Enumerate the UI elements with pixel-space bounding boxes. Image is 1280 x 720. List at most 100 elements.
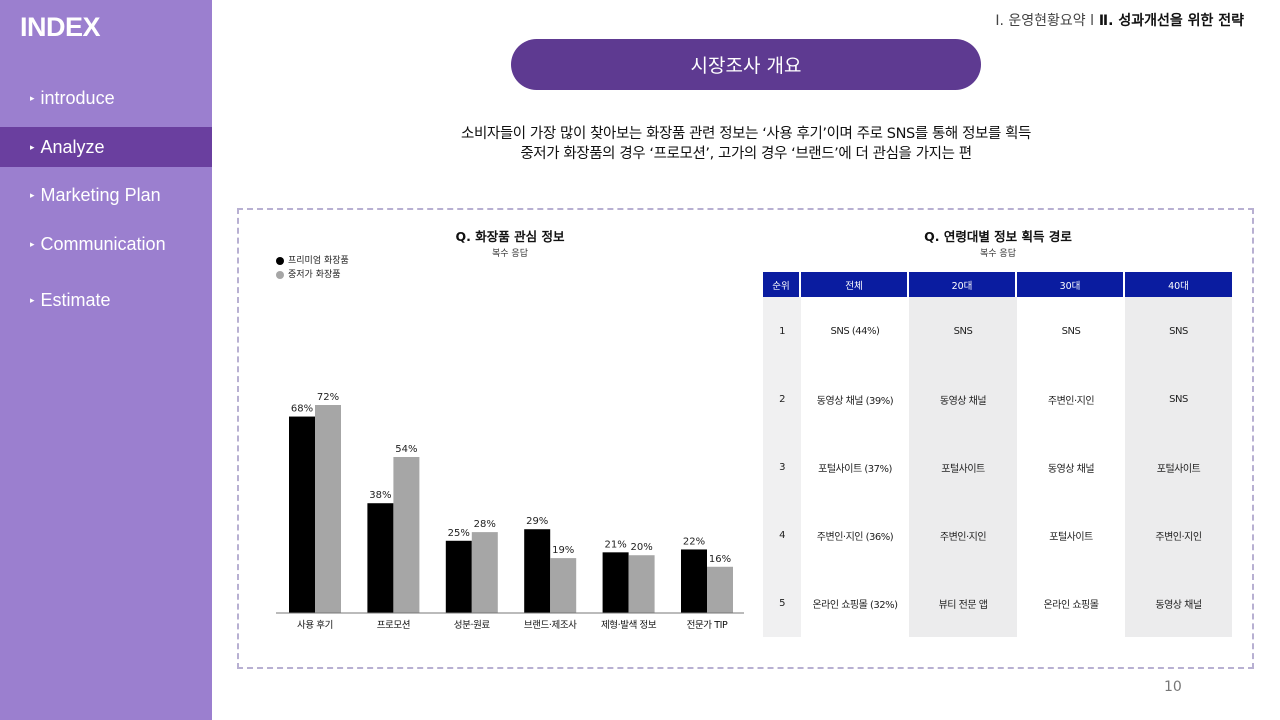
legend-marker-midrange <box>276 271 284 279</box>
header-20s: 20대 <box>909 272 1017 297</box>
data-label: 29% <box>526 516 548 527</box>
cell-40s: SNS <box>1125 297 1232 365</box>
bar <box>315 405 341 613</box>
header-30s: 30대 <box>1017 272 1125 297</box>
table-row: 2 동영상 채널 (39%) 동영상 채널 주변인·지인 SNS <box>763 365 1232 433</box>
x-tick-label: 성분·원료 <box>454 620 491 631</box>
nav-arrow-icon: ▸ <box>30 189 35 200</box>
nav-item-communication[interactable]: ▸ Communication <box>0 224 212 264</box>
data-label: 16% <box>709 554 731 565</box>
bar <box>524 529 551 613</box>
data-label: 19% <box>552 545 574 556</box>
data-label: 68% <box>291 404 313 415</box>
cell-20s: 주변인·지인 <box>909 501 1017 569</box>
x-tick-label: 브랜드·제조사 <box>524 620 577 631</box>
data-label: 72% <box>317 392 339 403</box>
breadcrumb-section-2[interactable]: Ⅱ. 성과개선을 위한 전략 <box>1094 13 1244 29</box>
summary-line-2: 중저가 화장품의 경우 ‘프로모션’, 고가의 경우 ‘브랜드’에 더 관심을 … <box>520 146 972 162</box>
summary-line-1: 소비자들이 가장 많이 찾아보는 화장품 관련 정보는 ‘사용 후기’이며 주로… <box>461 126 1031 142</box>
legend-item-midrange: 중저가 화장품 <box>276 268 349 282</box>
cell-total: 주변인·지인 (36%) <box>801 501 909 569</box>
x-tick-label: 제형·발색 정보 <box>601 620 657 631</box>
table-title: Q. 연령대별 정보 획득 경로 <box>924 229 1072 244</box>
cell-20s: 포털사이트 <box>909 433 1017 501</box>
chart-subtitle: 복수 응답 <box>492 249 528 259</box>
cell-total: 온라인 쇼핑몰 (32%) <box>801 569 909 637</box>
cell-rank: 4 <box>763 501 801 569</box>
bar-chart: 68% 72% 사용 후기 38% 54% 프로모션 25% 28% 성분·원료 29% 19% 브랜… <box>276 392 744 631</box>
cell-total: 포털사이트 (37%) <box>801 433 909 501</box>
cell-rank: 5 <box>763 569 801 637</box>
table-row: 1 SNS (44%) SNS SNS SNS <box>763 297 1232 365</box>
data-label: 20% <box>630 542 652 553</box>
cell-30s: 동영상 채널 <box>1017 433 1125 501</box>
bar <box>602 552 629 613</box>
cell-40s: 포털사이트 <box>1125 433 1232 501</box>
bar <box>628 555 655 613</box>
route-table-wrap: 순위 전체 20대 30대 40대 1 SNS (44%) SNS SNS SN… <box>763 272 1232 637</box>
breadcrumb-separator: l <box>1090 13 1095 29</box>
header-rank: 순위 <box>763 272 801 297</box>
bar <box>707 566 733 613</box>
cell-20s: SNS <box>909 297 1017 365</box>
cell-40s: 주변인·지인 <box>1125 501 1232 569</box>
x-tick-label: 전문가 TIP <box>687 620 728 631</box>
nav-label: Analyze <box>40 136 105 157</box>
nav-item-introduce[interactable]: ▸ introduce <box>0 78 212 118</box>
cell-40s: 동영상 채널 <box>1125 569 1232 637</box>
cell-30s: 포털사이트 <box>1017 501 1125 569</box>
nav-label: Marketing Plan <box>40 184 161 205</box>
nav-label: introduce <box>40 87 115 108</box>
nav-item-analyze[interactable]: ▸ Analyze <box>0 127 212 167</box>
table-row: 4 주변인·지인 (36%) 주변인·지인 포털사이트 주변인·지인 <box>763 501 1232 569</box>
cell-total: SNS (44%) <box>801 297 909 365</box>
legend-label: 중저가 화장품 <box>288 270 341 280</box>
nav-label: Communication <box>40 233 166 254</box>
nav-item-marketing-plan[interactable]: ▸ Marketing Plan <box>0 175 212 215</box>
cell-rank: 1 <box>763 297 801 365</box>
nav-arrow-icon: ▸ <box>30 238 35 249</box>
page-title-text: 시장조사 개요 <box>690 55 802 77</box>
legend-item-premium: 프리미엄 화장품 <box>276 254 349 268</box>
nav-arrow-icon: ▸ <box>30 141 35 152</box>
chart-legend: 프리미엄 화장품 중저가 화장품 <box>276 254 349 282</box>
route-table: 순위 전체 20대 30대 40대 1 SNS (44%) SNS SNS SN… <box>763 272 1232 637</box>
data-label: 25% <box>448 528 470 539</box>
nav-arrow-icon: ▸ <box>30 294 35 305</box>
breadcrumb-section-1[interactable]: Ⅰ. 운영현황요약 <box>995 13 1091 29</box>
nav-item-estimate[interactable]: ▸ Estimate <box>0 280 212 320</box>
content-panel <box>237 208 1254 669</box>
bar <box>471 532 498 613</box>
cell-40s: SNS <box>1125 365 1232 433</box>
cell-rank: 2 <box>763 365 801 433</box>
sidebar: INDEX ▸ introduce ▸ Analyze ▸ Marketing … <box>0 0 212 720</box>
legend-label: 프리미엄 화장품 <box>288 256 349 266</box>
summary-text: 소비자들이 가장 많이 찾아보는 화장품 관련 정보는 ‘사용 후기’이며 주로… <box>380 124 1112 164</box>
cell-20s: 동영상 채널 <box>909 365 1017 433</box>
cell-30s: 주변인·지인 <box>1017 365 1125 433</box>
data-label: 28% <box>474 519 496 530</box>
bar <box>289 416 315 613</box>
nav-label: Estimate <box>40 289 111 310</box>
chart-title: Q. 화장품 관심 정보 <box>455 229 565 244</box>
cell-30s: 온라인 쇼핑몰 <box>1017 569 1125 637</box>
index-title: INDEX <box>20 12 101 42</box>
x-tick-label: 사용 후기 <box>297 620 333 631</box>
table-row: 3 포털사이트 (37%) 포털사이트 동영상 채널 포털사이트 <box>763 433 1232 501</box>
table-subtitle: 복수 응답 <box>980 249 1016 259</box>
x-tick-label: 프로모션 <box>377 620 410 631</box>
bar <box>681 549 707 613</box>
data-label: 21% <box>604 539 626 550</box>
legend-marker-premium <box>276 257 284 265</box>
data-label: 22% <box>683 536 705 547</box>
data-label: 38% <box>369 490 391 501</box>
table-row: 5 온라인 쇼핑몰 (32%) 뷰티 전문 앱 온라인 쇼핑몰 동영상 채널 <box>763 569 1232 637</box>
page-title: 시장조사 개요 <box>511 39 981 90</box>
bar <box>393 457 420 613</box>
cell-20s: 뷰티 전문 앱 <box>909 569 1017 637</box>
header-40s: 40대 <box>1125 272 1232 297</box>
cell-rank: 3 <box>763 433 801 501</box>
bar <box>445 540 472 613</box>
table-header-row: 순위 전체 20대 30대 40대 <box>763 272 1232 297</box>
header-total: 전체 <box>801 272 909 297</box>
